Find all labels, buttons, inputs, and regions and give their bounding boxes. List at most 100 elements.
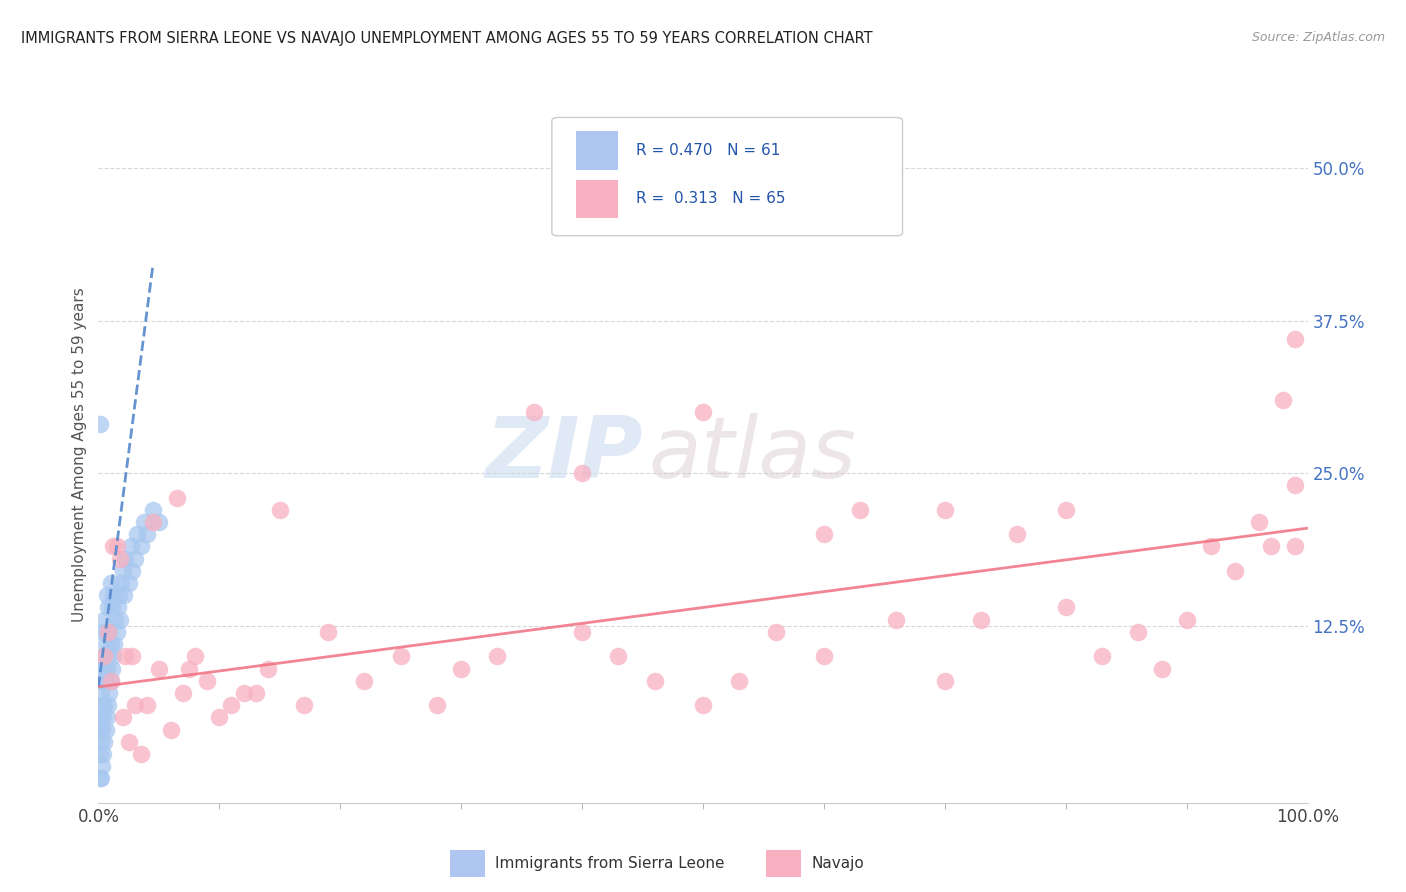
- Point: [90, 735, 112, 749]
- Point: [607, 649, 630, 664]
- Point: [184, 649, 207, 664]
- Point: [316, 624, 339, 639]
- Point: [96, 588, 118, 602]
- Point: [1007, 527, 1029, 541]
- Point: [108, 613, 131, 627]
- Point: [256, 661, 278, 675]
- Point: [1175, 613, 1198, 627]
- Point: [1260, 540, 1282, 554]
- Point: [886, 613, 908, 627]
- Point: [93, 649, 115, 664]
- Point: [101, 540, 124, 554]
- Point: [112, 588, 135, 602]
- Bar: [576, 131, 619, 169]
- Point: [100, 673, 122, 688]
- Text: ZIP: ZIP: [485, 413, 643, 497]
- Point: [91, 673, 114, 688]
- Point: [110, 576, 132, 591]
- Point: [1284, 478, 1306, 492]
- Point: [148, 661, 170, 675]
- Point: [94, 723, 117, 737]
- Point: [121, 564, 143, 578]
- Point: [1249, 515, 1271, 529]
- Point: [813, 527, 835, 541]
- Point: [118, 735, 141, 749]
- Text: atlas: atlas: [648, 413, 856, 497]
- Text: Immigrants from Sierra Leone: Immigrants from Sierra Leone: [495, 856, 724, 871]
- Point: [101, 649, 124, 664]
- Point: [97, 649, 120, 664]
- Point: [1054, 503, 1077, 517]
- Text: R = 0.470   N = 61: R = 0.470 N = 61: [637, 143, 780, 158]
- Point: [96, 624, 118, 639]
- Point: [571, 467, 593, 481]
- Point: [166, 491, 188, 505]
- Point: [644, 673, 666, 688]
- Point: [89, 723, 111, 737]
- Point: [269, 503, 291, 517]
- Point: [100, 637, 122, 651]
- Point: [97, 600, 120, 615]
- Point: [129, 540, 152, 554]
- Point: [111, 564, 134, 578]
- Point: [114, 551, 136, 566]
- Point: [91, 759, 114, 773]
- Point: [245, 686, 267, 700]
- Point: [124, 698, 146, 713]
- Point: [96, 710, 118, 724]
- Point: [91, 710, 114, 724]
- Point: [100, 673, 122, 688]
- Point: [90, 686, 112, 700]
- Point: [94, 673, 117, 688]
- Point: [1152, 661, 1174, 675]
- Point: [91, 747, 114, 761]
- Point: [96, 661, 118, 675]
- Point: [135, 698, 157, 713]
- Point: [353, 673, 375, 688]
- Bar: [576, 180, 619, 219]
- Point: [1223, 564, 1246, 578]
- Point: [160, 723, 183, 737]
- Point: [1272, 392, 1295, 407]
- Point: [98, 686, 121, 700]
- Point: [89, 772, 111, 786]
- Point: [91, 673, 114, 688]
- Point: [114, 649, 136, 664]
- Point: [90, 661, 112, 675]
- Point: [135, 527, 157, 541]
- Point: [127, 527, 149, 541]
- Point: [120, 540, 142, 554]
- Point: [142, 503, 165, 517]
- Point: [389, 649, 412, 664]
- Point: [221, 698, 243, 713]
- Point: [100, 576, 122, 591]
- Point: [94, 637, 117, 651]
- Point: [486, 649, 509, 664]
- Point: [934, 503, 956, 517]
- Point: [142, 515, 165, 529]
- Point: [97, 698, 120, 713]
- Point: [93, 735, 115, 749]
- Point: [91, 723, 114, 737]
- Point: [1284, 332, 1306, 346]
- Point: [104, 613, 127, 627]
- Point: [148, 515, 170, 529]
- Point: [108, 551, 131, 566]
- Point: [121, 649, 143, 664]
- Point: [765, 624, 787, 639]
- Point: [970, 613, 993, 627]
- Point: [1054, 600, 1077, 615]
- Point: [179, 661, 201, 675]
- Point: [728, 673, 751, 688]
- Point: [97, 624, 120, 639]
- Point: [134, 515, 156, 529]
- Point: [1284, 540, 1306, 554]
- Point: [93, 698, 115, 713]
- Point: [90, 772, 112, 786]
- Point: [107, 600, 129, 615]
- Point: [450, 661, 472, 675]
- Point: [692, 405, 714, 419]
- Point: [108, 588, 131, 602]
- Text: Navajo: Navajo: [811, 856, 865, 871]
- Point: [934, 673, 956, 688]
